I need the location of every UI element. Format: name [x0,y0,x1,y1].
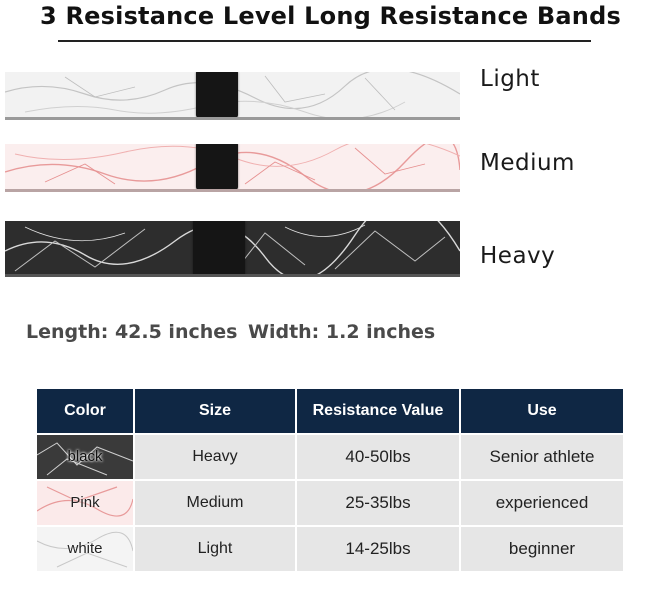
size-cell: Medium [135,481,295,525]
color-swatch-pink: Pink [37,481,133,525]
header-use: Use [461,389,623,433]
band-light-image [5,72,460,120]
size-cell: Light [135,527,295,571]
table-row: Pink Medium 25-35lbs experienced [37,481,623,525]
resistance-cell: 40-50lbs [297,435,459,479]
band-heavy-image [5,221,460,277]
marble-texture [37,442,133,476]
table-header-row: Color Size Resistance Value Use [37,389,623,433]
table-row: black Heavy 40-50lbs Senior athlete [37,435,623,479]
band-clip [196,144,238,189]
marble-texture [37,531,133,568]
use-cell: beginner [461,527,623,571]
band-clip [196,72,238,117]
color-name: black [67,448,103,465]
color-swatch-white: white [37,527,133,571]
header-size: Size [135,389,295,433]
width-text: Width: 1.2 inches [248,321,436,343]
resistance-cell: 25-35lbs [297,481,459,525]
use-cell: experienced [461,481,623,525]
band-label-medium: Medium [480,150,575,176]
color-name: Pink [70,494,100,511]
marble-texture [37,486,133,517]
band-clip [193,221,245,274]
color-name: white [67,540,103,557]
header-resistance: Resistance Value [297,389,459,433]
title-underline [58,40,591,42]
resistance-cell: 14-25lbs [297,527,459,571]
header-color: Color [37,389,133,433]
color-swatch-black: black [37,435,133,479]
use-cell: Senior athlete [461,435,623,479]
length-text: Length: 42.5 inches [26,321,238,343]
band-medium-image [5,144,460,192]
table-row: white Light 14-25lbs beginner [37,527,623,571]
page-title: 3 Resistance Level Long Resistance Bands [40,2,621,30]
band-label-heavy: Heavy [480,243,556,269]
band-label-light: Light [480,66,540,92]
size-cell: Heavy [135,435,295,479]
spec-table: Color Size Resistance Value Use black He… [35,387,625,573]
